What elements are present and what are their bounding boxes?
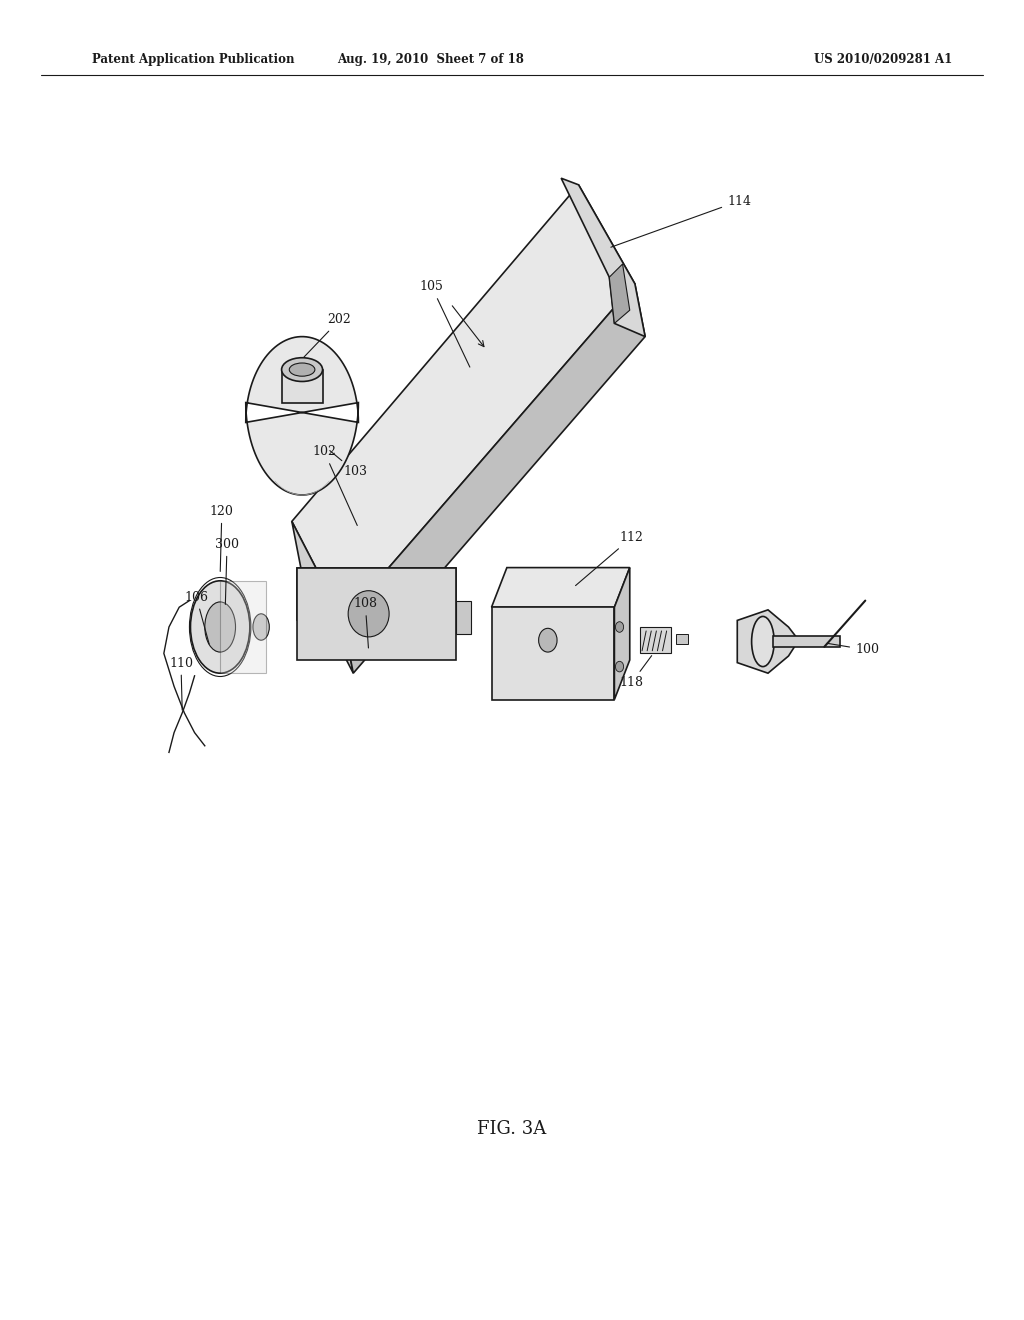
Polygon shape (297, 568, 456, 660)
Polygon shape (737, 610, 799, 673)
Text: 106: 106 (184, 590, 209, 644)
Text: 202: 202 (304, 313, 351, 356)
Polygon shape (492, 568, 630, 607)
Polygon shape (343, 284, 645, 673)
Text: FIG. 3A: FIG. 3A (477, 1119, 547, 1138)
Ellipse shape (752, 616, 774, 667)
Text: 102: 102 (312, 445, 357, 525)
Text: US 2010/0209281 A1: US 2010/0209281 A1 (814, 53, 952, 66)
Ellipse shape (615, 661, 624, 672)
Polygon shape (561, 178, 645, 337)
Polygon shape (292, 185, 635, 620)
Text: 120: 120 (210, 504, 233, 572)
Polygon shape (609, 264, 630, 323)
Ellipse shape (282, 358, 323, 381)
Text: Patent Application Publication: Patent Application Publication (92, 53, 295, 66)
Text: 105: 105 (420, 280, 470, 367)
Ellipse shape (539, 628, 557, 652)
Text: 118: 118 (620, 656, 651, 689)
Text: Aug. 19, 2010  Sheet 7 of 18: Aug. 19, 2010 Sheet 7 of 18 (337, 53, 523, 66)
Text: 110: 110 (169, 656, 193, 710)
Polygon shape (676, 634, 688, 644)
Polygon shape (640, 627, 671, 653)
Text: 103: 103 (330, 450, 367, 478)
Text: 100: 100 (827, 643, 879, 656)
Ellipse shape (348, 590, 389, 636)
Text: 108: 108 (353, 597, 377, 648)
Polygon shape (614, 568, 630, 700)
Polygon shape (220, 581, 266, 673)
Text: 114: 114 (611, 194, 751, 247)
Text: 300: 300 (215, 537, 239, 605)
Polygon shape (292, 521, 353, 673)
Polygon shape (246, 337, 358, 495)
Polygon shape (282, 370, 323, 403)
Polygon shape (456, 601, 471, 634)
Polygon shape (773, 636, 840, 647)
Ellipse shape (205, 602, 236, 652)
Ellipse shape (289, 363, 315, 376)
Text: 112: 112 (575, 531, 643, 586)
Polygon shape (492, 607, 614, 700)
Ellipse shape (253, 614, 269, 640)
Polygon shape (297, 568, 456, 620)
Ellipse shape (615, 622, 624, 632)
Ellipse shape (190, 581, 250, 673)
